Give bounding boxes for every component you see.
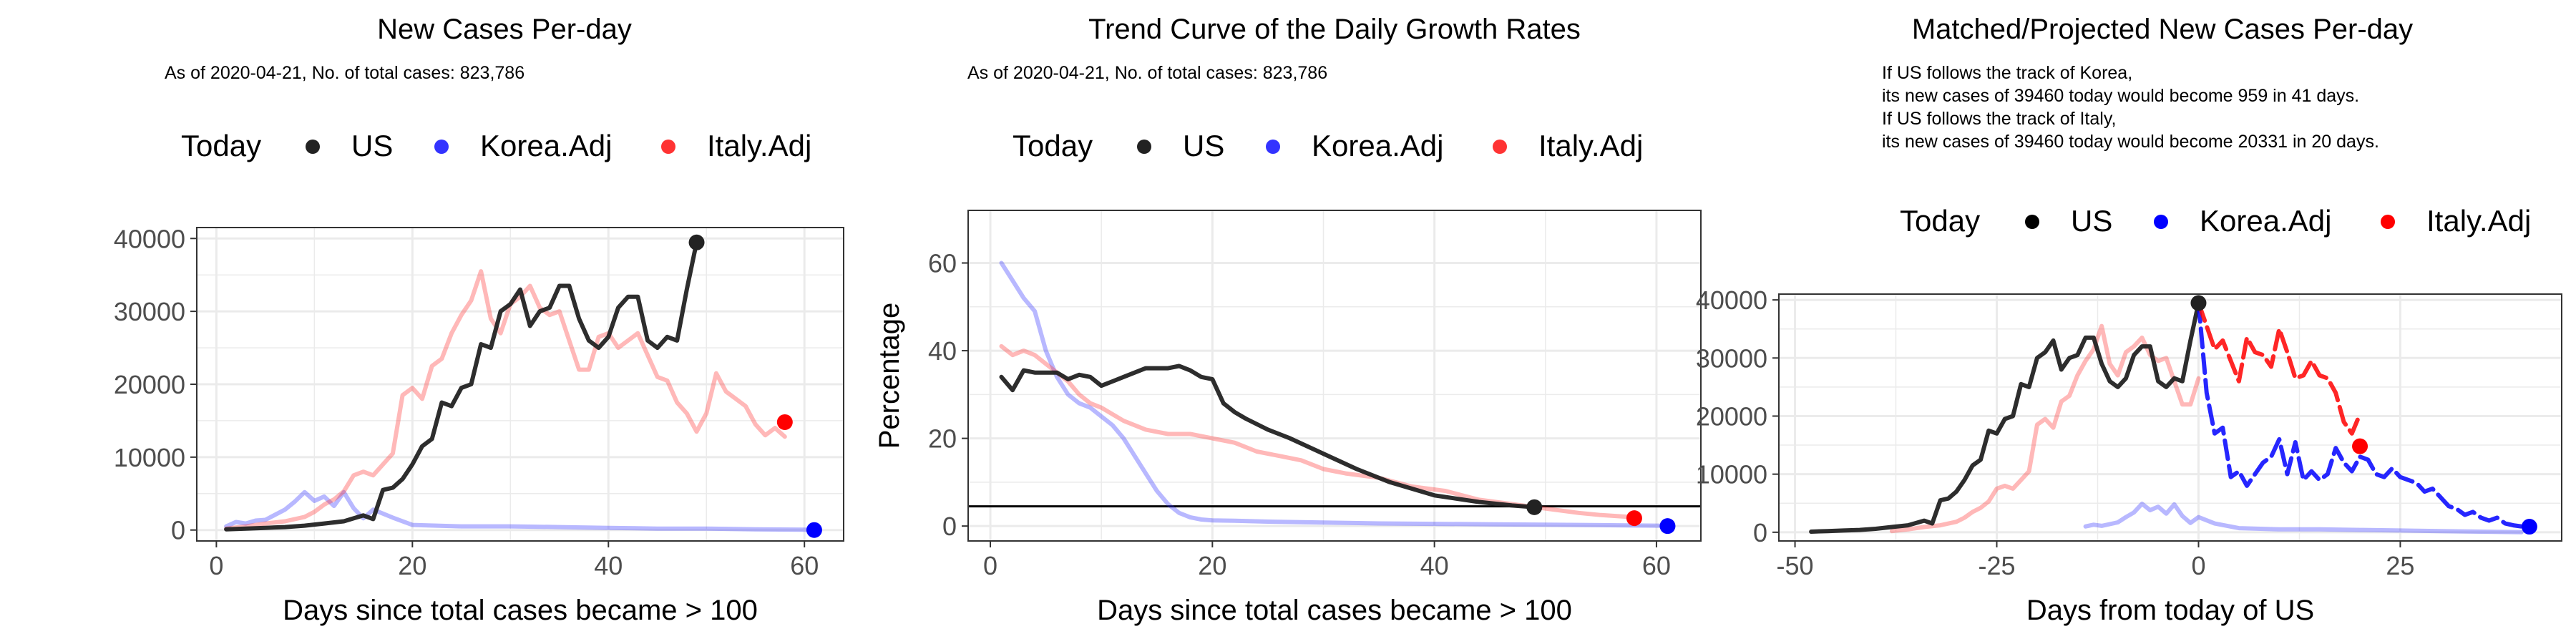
legend-us-label: US [351,129,393,162]
panel2-title: Trend Curve of the Daily Growth Rates [1088,14,1581,45]
y-tick-label: 0 [1753,518,1767,547]
panel3-note-3: If US follows the track of Italy, [1882,109,2116,129]
series-line-italy-adj-projected [2196,301,2362,436]
legend-italy-key [661,140,675,154]
panel3-note-1: If US follows the track of Korea, [1882,63,2132,83]
legend-korea-label: Korea.Adj [480,129,612,162]
legend-italy-label: Italy.Adj [707,129,811,162]
panel1-legend: Today US Korea.Adj Italy.Adj [181,129,811,162]
y-tick-label: 40000 [1696,286,1767,315]
legend-us-key [306,140,320,154]
x-tick-label: -25 [1978,551,2015,580]
panel3-ticks: -50 -25 0 25 0 10000 20000 30000 40000 [1696,286,2415,580]
point-italy-adj [776,414,793,430]
y-tick-label: 40000 [114,224,185,253]
point-us [2190,295,2207,311]
panel2-xlabel: Days since total cases became > 100 [1097,595,1572,626]
x-tick-label: 40 [1420,551,1449,580]
panel2-points [1526,499,1676,535]
x-tick-label: 0 [983,551,997,580]
legend-italy-label: Italy.Adj [1538,129,1643,162]
x-tick-label: -50 [1777,551,1814,580]
panel2-ylabel: Percentage [874,303,905,449]
panel2-series [968,260,1701,528]
y-tick-label: 60 [928,249,957,278]
point-us [688,234,705,250]
x-tick-label: 60 [790,551,819,580]
panel3-border [1778,293,2562,542]
point-italy-adj [1626,510,1642,527]
series-line-us [1809,301,2201,534]
x-tick-label: 0 [2191,551,2205,580]
x-tick-label: 40 [594,551,623,580]
panel3-points [2190,295,2537,535]
series-line-us [224,240,699,532]
y-tick-label: 0 [942,512,957,541]
y-tick-label: 20000 [1696,401,1767,431]
panel3-series [1809,301,2532,535]
panel1-xlabel: Days since total cases became > 100 [283,595,758,626]
legend-title: Today [1013,129,1093,162]
point-korea-adj [806,522,822,538]
point-italy-adj-projected [2352,438,2368,454]
panel1-gridlines [197,228,844,541]
series-line-korea-adj-projected [2196,301,2532,529]
y-tick-label: 20000 [114,370,185,399]
legend-korea-key [1266,140,1280,154]
legend-korea-label: Korea.Adj [2200,204,2331,238]
legend-title: Today [1900,204,1980,238]
y-tick-label: 0 [171,516,185,545]
legend-korea-key [2154,215,2168,229]
panel3-xlabel: Days from today of US [2026,595,2314,626]
x-tick-label: 20 [398,551,426,580]
point-korea-adj [1659,518,1676,535]
legend-italy-key [2381,215,2395,229]
x-tick-label: 25 [2386,551,2414,580]
panel2-ticks: 0 20 40 60 0 20 40 60 [928,249,1671,580]
series-line-korea-adj [2083,502,2524,535]
series-line-us [999,364,1537,509]
panel2-legend: Today US Korea.Adj Italy.Adj [1013,129,1643,162]
legend-italy-key [1493,140,1507,154]
legend-korea-label: Korea.Adj [1312,129,1443,162]
x-tick-label: 60 [1642,551,1671,580]
panel3-title: Matched/Projected New Cases Per-day [1912,14,2413,45]
panel2-border [967,210,1702,542]
panel3-note-2: its new cases of 39460 today would becom… [1882,86,2359,106]
y-tick-label: 20 [928,424,957,454]
panel2-subtitle: As of 2020-04-21, No. of total cases: 82… [967,63,1327,83]
point-korea-adj-projected [2521,519,2537,535]
panel3-legend: Today US Korea.Adj Italy.Adj [1900,204,2531,238]
x-tick-label: 20 [1198,551,1226,580]
legend-italy-label: Italy.Adj [2426,204,2531,238]
series-line-italy-adj [224,269,787,531]
y-tick-label: 10000 [1696,460,1767,489]
legend-korea-key [434,140,449,154]
y-tick-label: 10000 [114,443,185,472]
legend-us-key [2025,215,2039,229]
x-tick-label: 0 [209,551,223,580]
legend-us-label: US [1183,129,1224,162]
panel3-gridlines [1779,294,2562,541]
series-line-korea-adj [224,489,816,532]
panel1-series [224,240,816,532]
panel1-subtitle: As of 2020-04-21, No. of total cases: 82… [165,63,525,83]
point-us [1526,499,1543,515]
panel3-note-4: its new cases of 39460 today would becom… [1882,132,2379,152]
y-tick-label: 30000 [114,297,185,326]
series-line-italy-adj [999,343,1636,519]
legend-title: Today [181,129,261,162]
legend-us-label: US [2071,204,2112,238]
y-tick-label: 40 [928,336,957,366]
y-tick-label: 30000 [1696,343,1767,373]
panel2-gridlines [968,210,1701,541]
panel1-title: New Cases Per-day [377,14,632,45]
panel1-points [688,234,822,538]
legend-us-key [1137,140,1151,154]
panel1-ticks: 0 20 40 60 0 10000 20000 30000 40000 [114,224,819,580]
